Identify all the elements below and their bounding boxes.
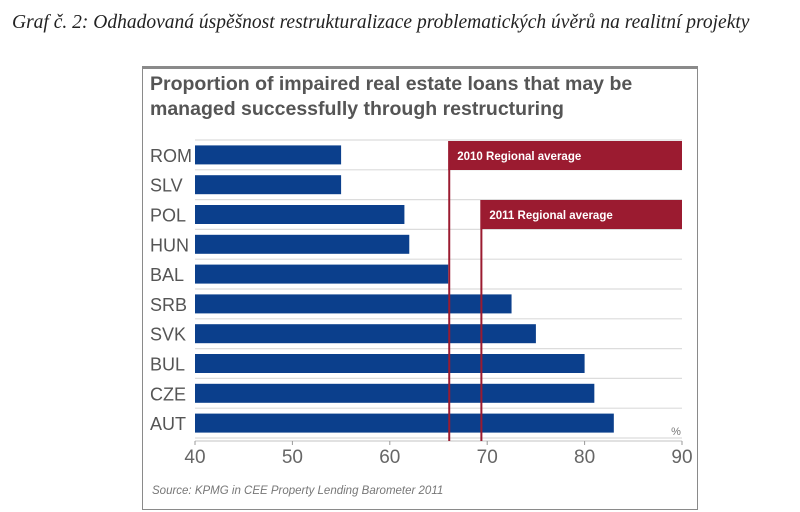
category-label: POL: [150, 206, 186, 226]
x-tick-label: 60: [379, 447, 400, 468]
bar-cze: [195, 383, 595, 403]
x-tick-label: 50: [282, 447, 303, 468]
bar-pol: [195, 205, 405, 224]
category-label: SVK: [150, 325, 186, 345]
category-label: SLV: [150, 176, 183, 196]
x-tick-label: 80: [574, 447, 595, 468]
bar-slv: [195, 175, 342, 195]
bar-hun: [195, 234, 410, 254]
category-label: BAL: [150, 265, 184, 285]
bar-srb: [195, 294, 512, 314]
x-tick-label: 90: [671, 447, 692, 468]
bar-bul: [195, 354, 585, 373]
bar-bal: [195, 264, 449, 284]
category-label: AUT: [150, 414, 186, 434]
bar-rom: [195, 145, 342, 165]
category-label: HUN: [150, 235, 189, 255]
reference-label: 2011 Regional average: [489, 210, 612, 222]
category-label: SRB: [150, 295, 187, 315]
chart-source: Source: KPMG in CEE Property Lending Bar…: [152, 485, 444, 497]
reference-banner: [480, 200, 682, 229]
category-label: ROM: [150, 146, 192, 166]
x-axis-unit: %: [671, 426, 681, 438]
x-tick-label: 40: [184, 447, 205, 468]
figure-caption: Graf č. 2: Odhadovaná úspěšnost restrukt…: [12, 12, 750, 33]
category-label: BUL: [150, 355, 185, 375]
category-label: CZE: [150, 384, 186, 404]
bar-svk: [195, 324, 536, 344]
chart-title: Proportion of impaired real estate loans…: [150, 73, 633, 120]
bar-aut: [195, 413, 614, 433]
reference-banner: [448, 141, 682, 170]
x-tick-label: 70: [477, 447, 498, 468]
reference-label: 2010 Regional average: [457, 151, 581, 163]
